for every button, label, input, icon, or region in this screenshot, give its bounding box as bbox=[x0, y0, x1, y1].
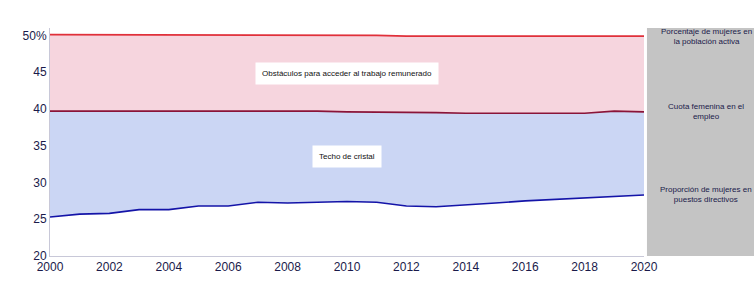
svg-text:50%: 50% bbox=[23, 29, 47, 43]
svg-text:Obstáculos para acceder al tra: Obstáculos para acceder al trabajo remun… bbox=[262, 69, 432, 78]
svg-text:Cuota femenina en elempleo: Cuota femenina en elempleo bbox=[668, 102, 744, 121]
svg-text:2010: 2010 bbox=[334, 260, 361, 274]
svg-text:2008: 2008 bbox=[274, 260, 301, 274]
svg-text:20: 20 bbox=[33, 249, 47, 263]
svg-text:Porcentaje de mujeres enla pob: Porcentaje de mujeres enla población act… bbox=[661, 27, 752, 46]
svg-text:2000: 2000 bbox=[37, 260, 64, 274]
svg-text:2012: 2012 bbox=[393, 260, 420, 274]
svg-text:2004: 2004 bbox=[155, 260, 182, 274]
svg-text:Proporción de mujeres enpuesto: Proporción de mujeres enpuestos directiv… bbox=[660, 185, 752, 204]
svg-text:2014: 2014 bbox=[452, 260, 479, 274]
svg-text:2020: 2020 bbox=[631, 260, 658, 274]
svg-text:Techo de cristal: Techo de cristal bbox=[319, 152, 375, 161]
svg-text:2002: 2002 bbox=[96, 260, 123, 274]
svg-text:2018: 2018 bbox=[571, 260, 598, 274]
svg-text:35: 35 bbox=[33, 139, 47, 153]
svg-text:2016: 2016 bbox=[512, 260, 539, 274]
svg-text:25: 25 bbox=[33, 212, 47, 226]
svg-text:45: 45 bbox=[33, 65, 47, 79]
svg-text:40: 40 bbox=[33, 102, 47, 116]
svg-text:2006: 2006 bbox=[215, 260, 242, 274]
svg-text:30: 30 bbox=[33, 176, 47, 190]
